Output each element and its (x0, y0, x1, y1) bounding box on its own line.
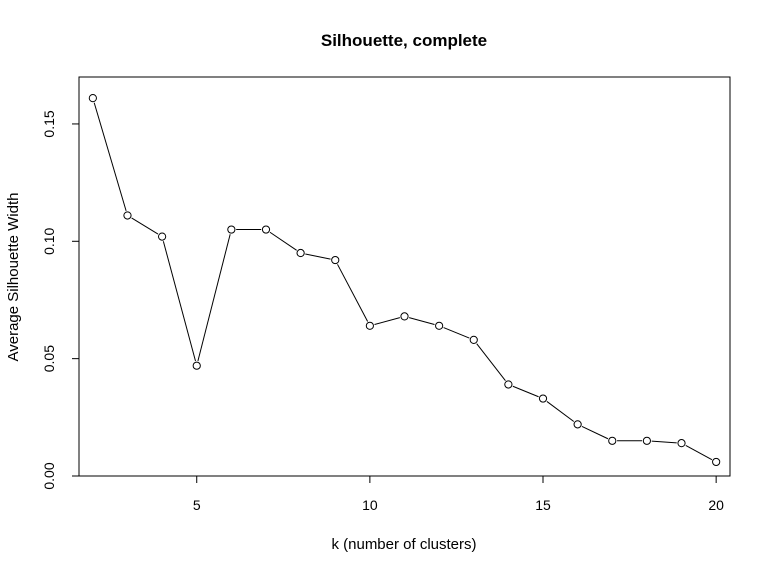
data-point (608, 436, 617, 445)
x-axis-label: k (number of clusters) (331, 536, 476, 553)
y-axis-label: Average Silhouette Width (5, 193, 22, 362)
series-segment (651, 440, 677, 444)
y-tick-label: 0.00 (41, 462, 57, 489)
y-tick-label: 0.15 (41, 110, 57, 137)
x-tick-label: 10 (362, 497, 378, 513)
data-point (296, 248, 305, 258)
data-point (88, 94, 97, 103)
series-segment (443, 327, 470, 339)
series-segment (546, 401, 575, 422)
y-tick-label: 0.05 (41, 345, 57, 372)
series-segment (305, 253, 331, 260)
series-segment (162, 241, 196, 362)
data-point (400, 312, 409, 321)
data-point (158, 232, 167, 241)
data-point (192, 361, 201, 370)
data-point (677, 439, 686, 448)
data-point (712, 457, 721, 467)
series-layer (88, 94, 721, 467)
data-point (504, 380, 513, 389)
series-segment (197, 234, 231, 362)
series-segment (93, 102, 127, 212)
series-segment (337, 264, 369, 322)
y-tick-label: 0.10 (41, 227, 57, 254)
data-point (469, 335, 478, 344)
series-segment (512, 385, 539, 398)
x-tick-label: 5 (193, 497, 201, 513)
series-segment (476, 343, 506, 381)
chart-title: Silhouette, complete (321, 31, 487, 50)
data-point (261, 225, 271, 234)
series-segment (581, 425, 609, 440)
y-axis: 0.00 0.05 0.10 0.15 (41, 110, 80, 490)
x-axis: 5 10 15 20 (193, 475, 724, 513)
x-tick-label: 20 (708, 497, 724, 513)
data-point (573, 420, 582, 429)
series-segment (409, 317, 435, 326)
plot-frame (78, 76, 731, 477)
data-point (435, 321, 444, 330)
series-segment (685, 444, 713, 461)
data-point (365, 321, 374, 330)
data-point (227, 225, 236, 234)
series-segment (131, 217, 159, 235)
x-tick-label: 15 (535, 497, 551, 513)
data-point (123, 211, 132, 220)
data-point (331, 255, 340, 265)
series-segment (374, 317, 400, 326)
series-segment (269, 231, 297, 251)
data-point (538, 394, 548, 403)
data-point (642, 436, 651, 445)
